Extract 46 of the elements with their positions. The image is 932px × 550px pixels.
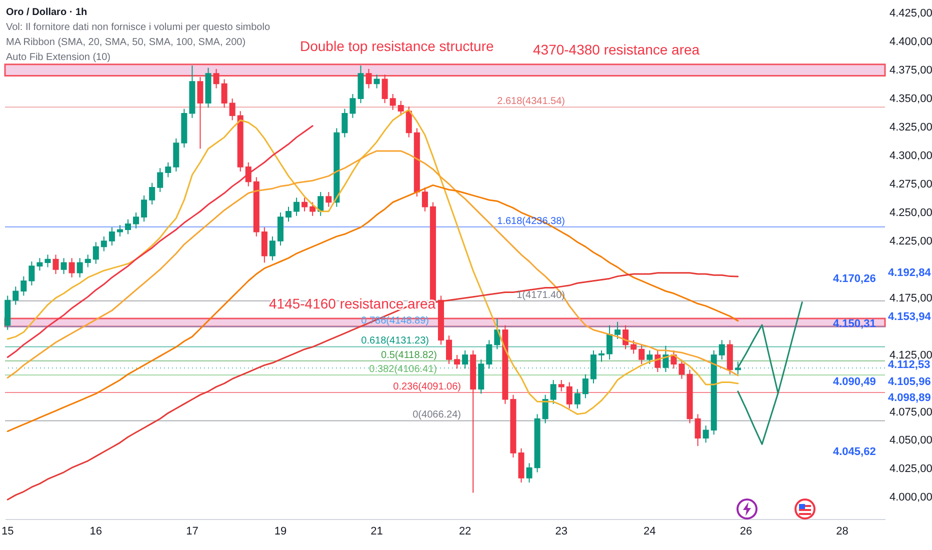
y-tick-label: 4.050,00 [890,434,932,447]
annotation: Vol: Il fornitore dati non fornisce i volumi per questo simbolo [6,21,270,35]
y-tick-label: 4.275,00 [890,178,932,190]
ref-line-label: 0.382(4106.41) [369,364,437,375]
annotation: MA Ribbon (SMA, 20, SMA, 50, SMA, 100, SMA, 200) [6,36,247,50]
annotation: 4.150,31 [833,318,876,330]
annotation: 4.170,26 [833,273,876,285]
y-tick-label: 4.075,00 [890,406,932,418]
y-tick-label: 4.375,00 [890,64,932,76]
y-tick-label: 4.000,00 [890,492,932,504]
text: 4.105,96 [888,376,931,388]
y-tick-label: 4.025,00 [890,463,932,476]
x-tick-label: 19 [274,526,287,538]
annotation: 4.045,62 [833,446,876,458]
text: 4.098,89 [888,392,931,404]
ref-line-label: 0.5(4118.82) [381,350,437,361]
y-tick-label: 4.300,00 [890,150,932,162]
ref-line-label: 2.618(4341.54) [497,96,565,108]
x-tick-label: 21 [370,526,383,538]
band-label: 4370-4380 resistance area [533,41,700,58]
x-tick-label: 22 [458,526,472,538]
y-tick-label: 4.250,00 [890,206,932,219]
y-tick-label: 4.425,00 [890,7,932,20]
x-tick-label: 17 [186,526,198,538]
text: 4.153,94 [888,311,932,323]
y-tick-label: 4.175,00 [890,292,932,304]
text: 4.192,84 [888,267,932,279]
x-tick-label: 26 [740,526,752,538]
y-tick-label: 4.400,00 [890,36,932,48]
y-tick-label: 4.125,00 [890,349,932,362]
y-tick-label: 4.350,00 [890,92,932,105]
x-tick-label: 23 [555,526,568,538]
x-tick-label: 15 [1,526,14,538]
y-tick-label: 4.325,00 [890,121,932,134]
x-tick-label: 16 [90,526,102,538]
x-tick-label: 28 [836,526,848,538]
annotation: Double top resistance structure [300,38,494,54]
annotation: Auto Fib Extension (10) [6,51,112,65]
y-tick-label: 4.225,00 [890,235,932,248]
annotation: 4.090,49 [833,376,876,388]
chart-title: Oro / Dollaro · 1h [6,6,88,20]
ref-line-label: 0.618(4131.23) [361,336,429,347]
x-tick-label: 24 [644,526,656,538]
ref-line-label: 0(4066.24) [412,410,461,421]
ref-line-label: 0.236(4091.06) [393,381,461,392]
text: 4.112,53 [888,359,930,371]
